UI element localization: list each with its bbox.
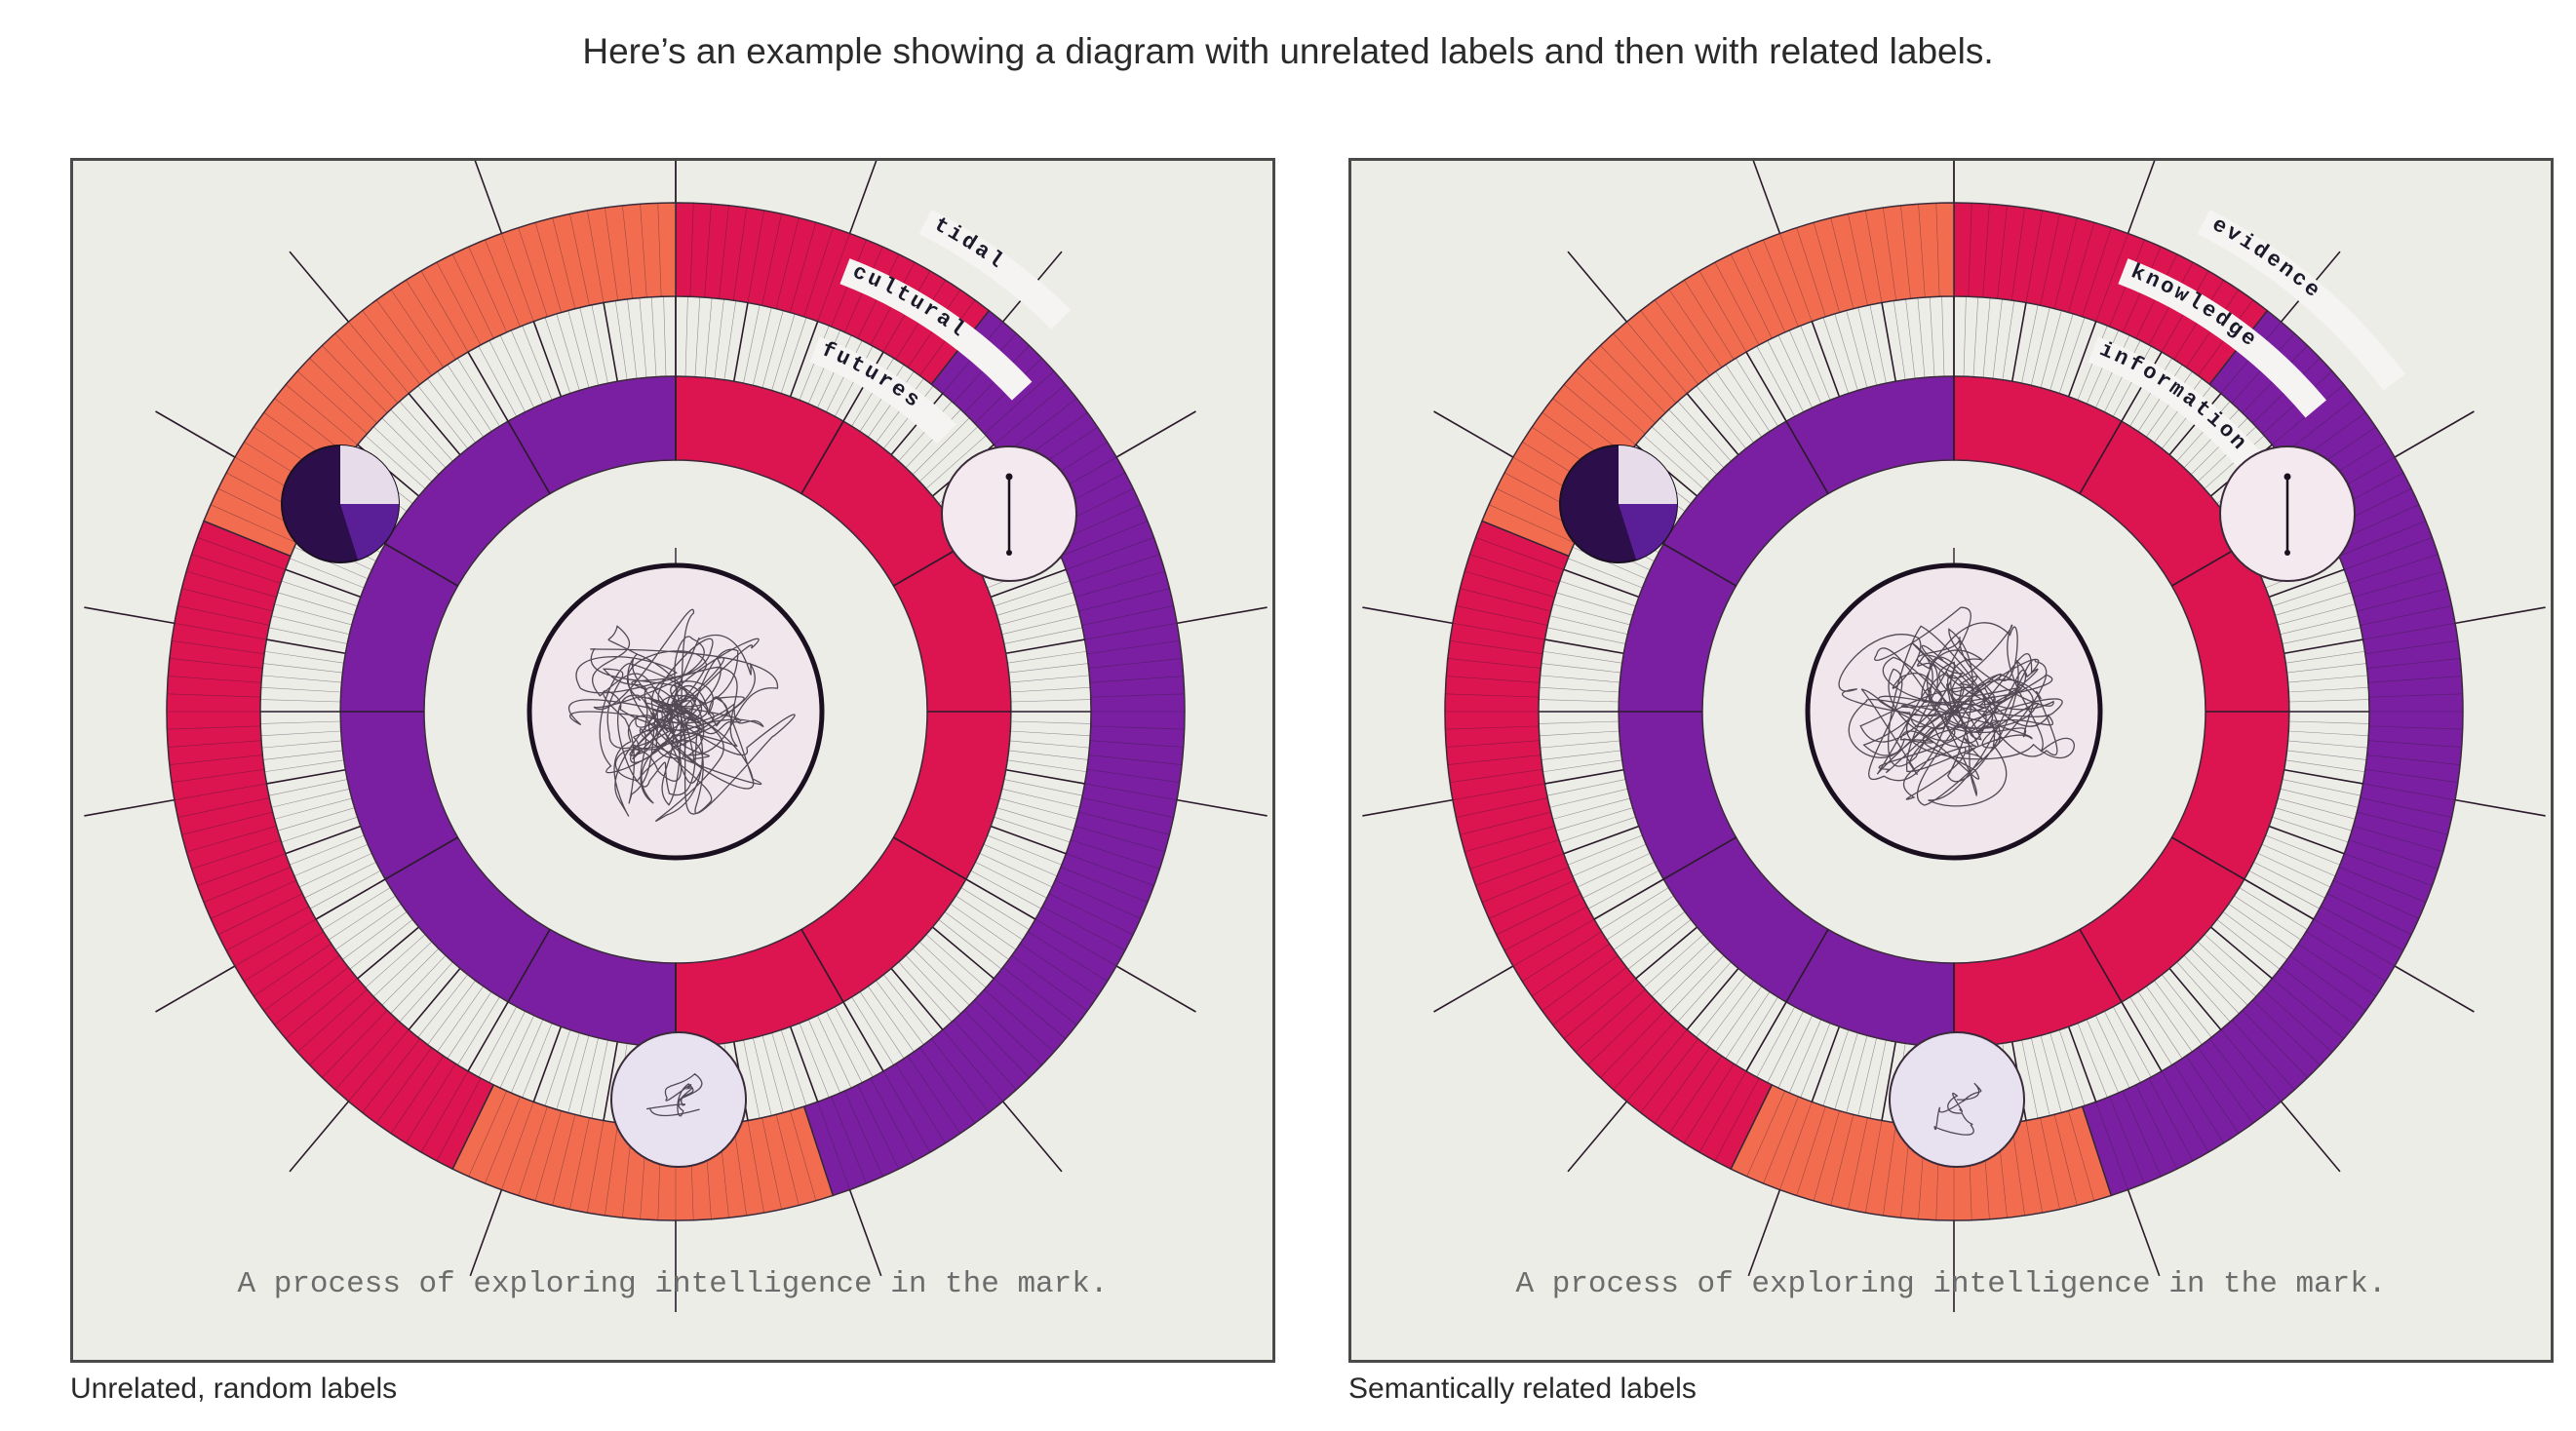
line-dial: [941, 445, 1077, 582]
caption-unrelated: Unrelated, random labels: [70, 1373, 398, 1405]
label-background: [809, 336, 956, 445]
diagram-tagline: A process of exploring intelligence in t…: [1515, 1267, 2387, 1301]
diagram-panel-related: evidence knowledge information A process o…: [1348, 158, 2554, 1363]
label-background: [918, 209, 1072, 329]
inner-ring: [339, 375, 1012, 1048]
center-scribble: [1838, 606, 2075, 807]
pie-dial: [281, 445, 400, 563]
scribble-dial: [610, 1031, 747, 1168]
pie-dial: [1559, 445, 1678, 563]
line-dial: [2219, 445, 2356, 582]
diagram-tagline: A process of exploring intelligence in t…: [237, 1267, 1109, 1301]
label-background: [2118, 258, 2327, 418]
label-background: [2197, 209, 2405, 391]
scribble-dial: [1889, 1031, 2025, 1168]
center-scribble: [568, 608, 796, 822]
label-background: [839, 258, 1033, 401]
small-scribble: [1933, 1082, 1982, 1136]
diagram-panel-unrelated: tidal cultural futures A process of explor…: [70, 158, 1275, 1363]
caption-related: Semantically related labels: [1348, 1373, 1697, 1405]
page-heading: Here’s an example showing a diagram with…: [582, 31, 1994, 71]
small-scribble: [646, 1072, 703, 1117]
